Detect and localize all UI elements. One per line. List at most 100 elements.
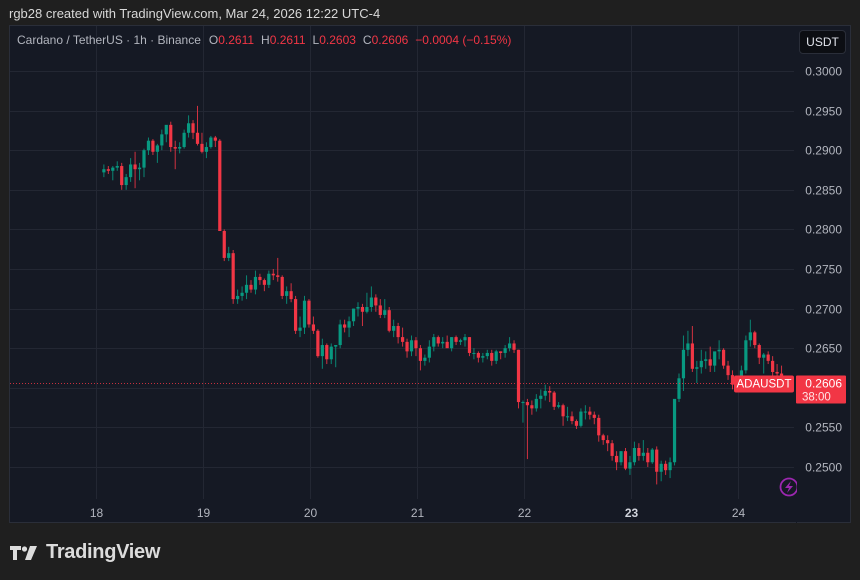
candle-up	[717, 349, 721, 352]
candle-up	[507, 343, 512, 349]
candle-down	[222, 230, 226, 258]
candle-up	[744, 340, 748, 371]
high-label: H	[261, 33, 270, 47]
candle-down	[343, 324, 347, 328]
candle-up	[137, 167, 142, 170]
candle-up	[521, 402, 525, 404]
candle-up	[632, 447, 637, 463]
candle-down	[200, 143, 204, 152]
candle-up	[186, 123, 191, 133]
candle-down	[771, 360, 775, 372]
candle-up	[695, 367, 699, 369]
time-tick-label: 18	[90, 506, 104, 520]
chart-pane[interactable]	[9, 25, 851, 523]
candle-up	[628, 462, 632, 469]
price-tick-label: 0.2700	[805, 303, 842, 317]
candle-down	[311, 324, 316, 331]
candle-up	[102, 169, 106, 173]
candle-up	[115, 166, 119, 168]
candle-up	[762, 354, 766, 358]
candle-up	[236, 295, 240, 300]
candle-down	[120, 166, 124, 186]
candle-down	[151, 140, 155, 152]
candle-down	[646, 452, 650, 463]
candle-down	[552, 392, 556, 407]
candle-down	[601, 435, 605, 441]
candle-up	[668, 462, 672, 471]
candle-down	[218, 140, 222, 231]
candle-down	[262, 280, 266, 285]
candle-up	[244, 284, 249, 293]
candle-up	[351, 308, 356, 322]
candle-down	[374, 297, 378, 306]
axis-mask	[797, 476, 799, 498]
candle-down	[766, 354, 770, 361]
candle-down	[753, 332, 757, 346]
candle-up	[463, 337, 467, 341]
candle-down	[708, 359, 712, 366]
candle-up	[481, 356, 485, 358]
candle-up	[302, 300, 307, 328]
candle-down	[757, 345, 761, 358]
candle-down	[280, 276, 284, 296]
last-price-label	[796, 375, 846, 404]
candle-up	[356, 307, 360, 309]
candle-down	[169, 124, 173, 148]
candle-down	[133, 164, 137, 170]
candle-down	[276, 275, 280, 277]
currency-unit-button[interactable]: USDT	[799, 30, 846, 54]
candle-up	[681, 349, 686, 379]
tradingview-logo-icon	[10, 545, 37, 560]
candle-up	[253, 276, 258, 290]
candle-up	[557, 405, 561, 407]
price-tick-label: 0.2850	[805, 184, 842, 198]
candle-up	[365, 307, 369, 312]
candle-down	[258, 276, 262, 281]
candle-up	[124, 177, 128, 186]
candle-down	[289, 291, 293, 300]
candle-up	[142, 150, 146, 168]
candle-down	[490, 352, 494, 361]
candle-down	[592, 414, 596, 418]
price-tick-label: 0.2550	[805, 421, 842, 435]
candle-up	[329, 346, 333, 360]
low-label: L	[312, 33, 320, 47]
price-tick-label: 0.2900	[805, 144, 842, 158]
candle-down	[721, 349, 726, 366]
candle-down	[414, 340, 418, 349]
candle-down	[690, 343, 694, 369]
time-tick-label: 19	[197, 506, 211, 520]
candle-up	[146, 140, 151, 151]
candle-up	[450, 337, 454, 349]
candle-up	[565, 416, 570, 418]
candle-down	[191, 123, 195, 133]
candle-up	[641, 452, 645, 456]
candle-up	[182, 132, 186, 148]
candle-down	[213, 137, 217, 141]
chart-credit: rgb28 created with TradingView.com, Mar …	[9, 6, 381, 21]
candle-down	[606, 440, 610, 444]
candle-up	[485, 352, 489, 357]
candle-up	[204, 147, 209, 152]
candle-down	[525, 402, 530, 406]
candle-down	[173, 147, 177, 149]
candle-up	[111, 167, 115, 171]
candle-up	[534, 398, 538, 409]
symbol-title[interactable]: Cardano / TetherUS · 1h · Binance	[17, 33, 201, 47]
candle-down	[548, 390, 552, 393]
countdown-timer: 38:00	[802, 392, 831, 404]
candle-down	[775, 371, 779, 374]
symbol-tag-label: ADAUSDT	[737, 379, 792, 391]
candle-up	[160, 134, 164, 146]
time-tick-label: 23	[625, 506, 639, 520]
candle-up	[458, 340, 463, 342]
candle-down	[418, 348, 423, 361]
candle-up	[423, 357, 427, 361]
candle-down	[293, 299, 298, 331]
candle-down	[316, 330, 320, 357]
candle-up	[155, 145, 159, 152]
lightning-bolt-icon	[785, 481, 793, 493]
candle-up	[543, 390, 547, 396]
candle-down	[512, 343, 516, 350]
